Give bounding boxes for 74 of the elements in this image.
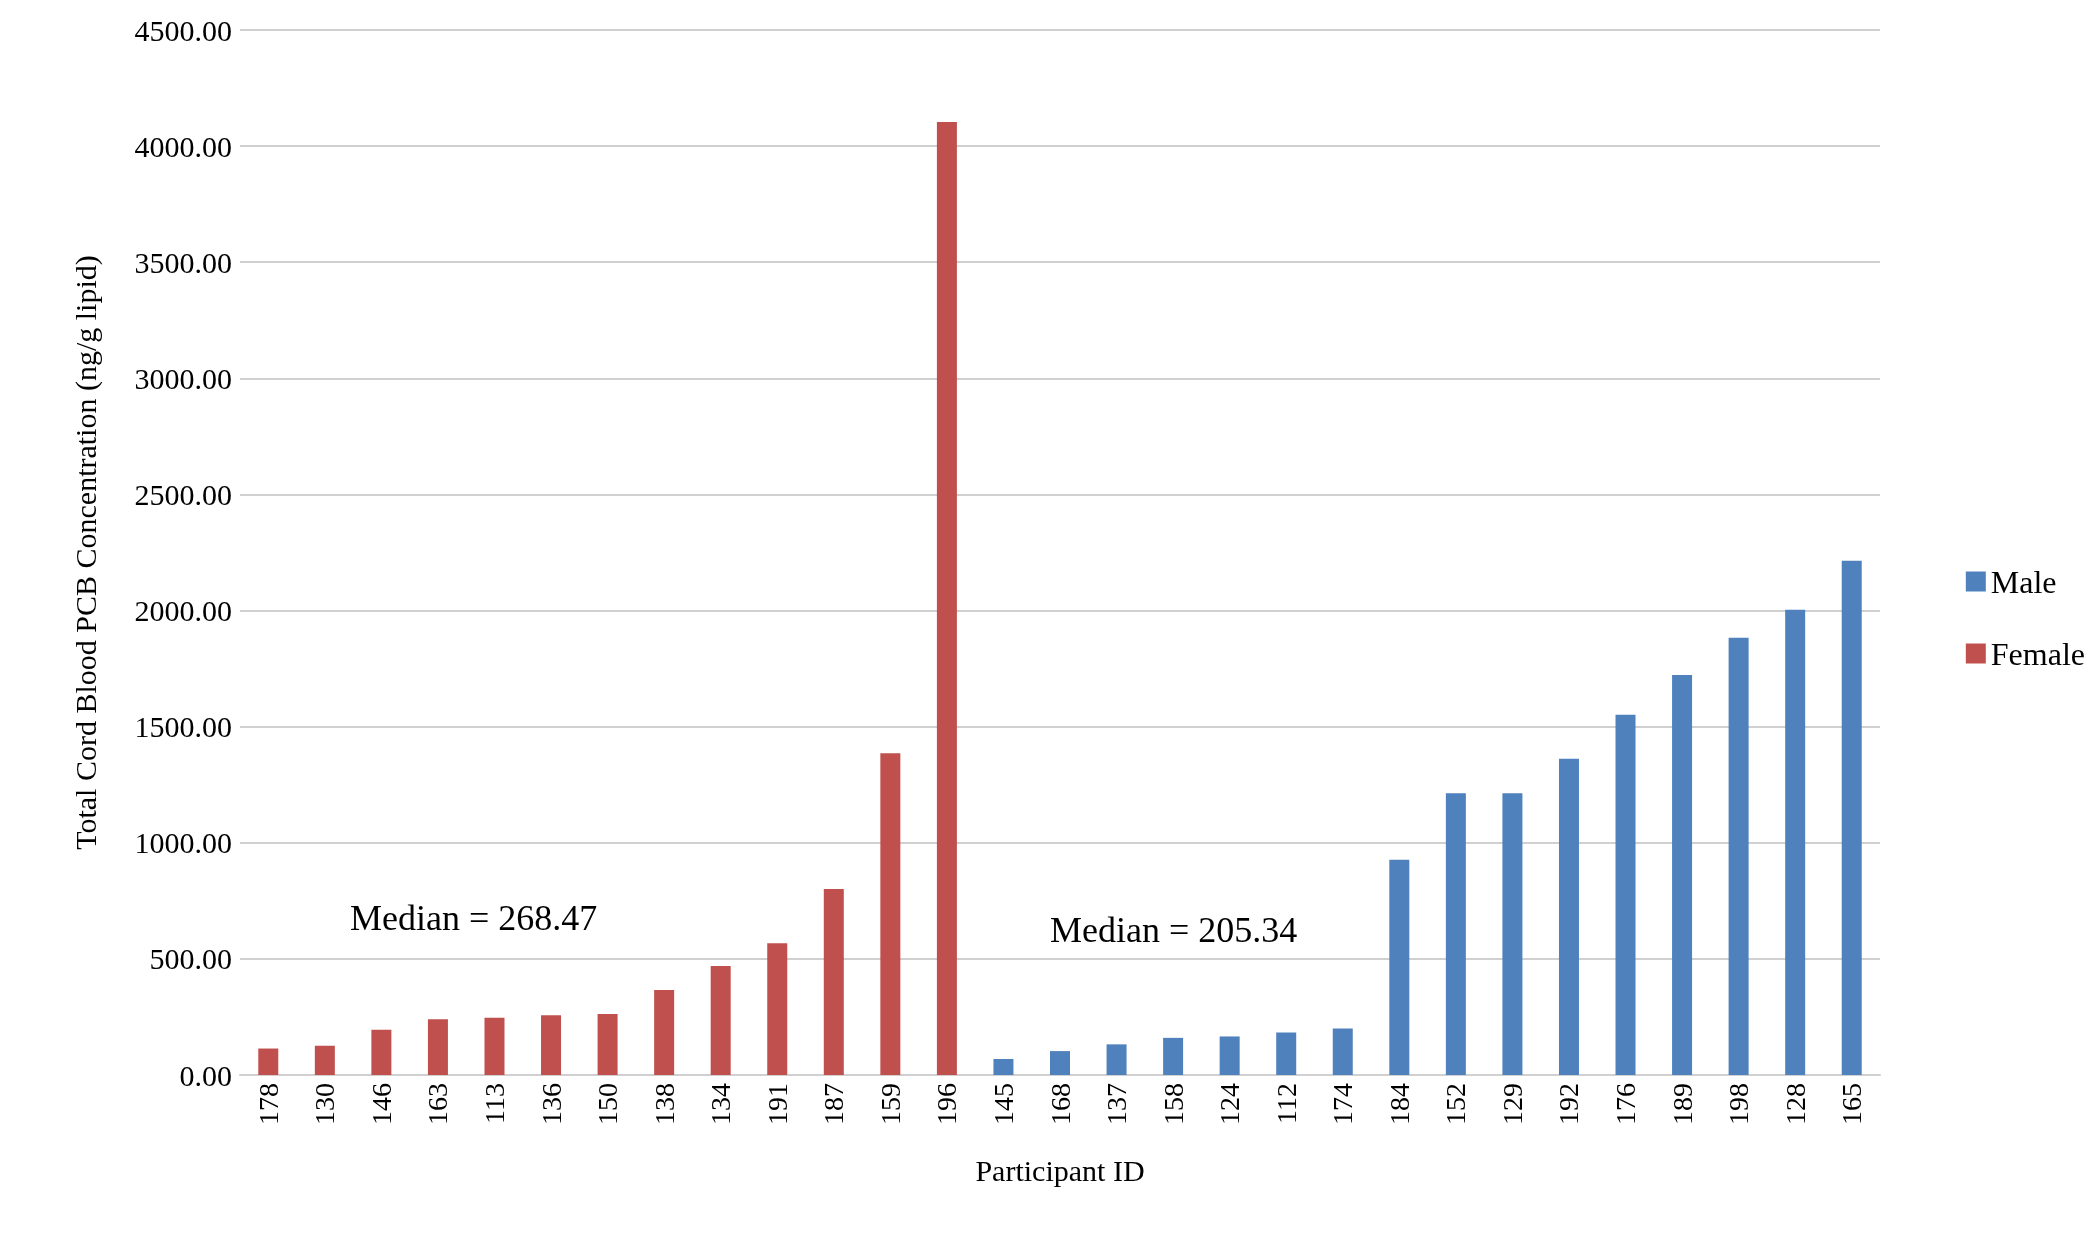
x-tick-label: 138 <box>648 1083 680 1125</box>
bar <box>597 1013 618 1075</box>
bar <box>936 121 957 1075</box>
x-tick-label: 134 <box>705 1083 737 1125</box>
x-tick-label: 113 <box>478 1083 510 1124</box>
x-tick-label: 124 <box>1214 1083 1246 1125</box>
x-tick-label: 152 <box>1440 1083 1472 1125</box>
x-tick-label: 191 <box>761 1083 793 1125</box>
x-tick-label: 128 <box>1779 1083 1811 1125</box>
x-tick-label: 112 <box>1270 1083 1302 1124</box>
bar <box>1276 1032 1297 1075</box>
bar <box>541 1015 562 1075</box>
y-tick-label: 3000.00 <box>134 361 232 395</box>
x-tick-label: 198 <box>1723 1083 1755 1125</box>
bar <box>993 1058 1014 1075</box>
x-tick-label: 178 <box>252 1083 284 1125</box>
y-tick-label: 2000.00 <box>134 594 232 628</box>
y-tick-label: 2500.00 <box>134 477 232 511</box>
x-axis-title: Participant ID <box>975 1153 1145 1187</box>
bar <box>1728 637 1749 1075</box>
bar <box>1106 1044 1127 1075</box>
bar <box>484 1017 505 1075</box>
bar <box>1841 560 1862 1075</box>
x-tick-label: 176 <box>1610 1083 1642 1125</box>
x-tick-label: 130 <box>309 1083 341 1125</box>
bar <box>1615 714 1636 1075</box>
x-tick-label: 136 <box>535 1083 567 1125</box>
x-tick-label: 165 <box>1836 1083 1868 1125</box>
annotation: Median = 205.34 <box>1050 910 1298 950</box>
x-tick-label: 150 <box>592 1083 624 1125</box>
annotation: Median = 268.47 <box>350 898 598 938</box>
x-tick-label: 129 <box>1496 1083 1528 1125</box>
y-tick-label: 500.00 <box>149 942 232 976</box>
y-tick-label: 1500.00 <box>134 710 232 744</box>
legend-label: Male <box>1990 563 2057 600</box>
x-tick-label: 168 <box>1044 1083 1076 1125</box>
x-tick-label: 174 <box>1327 1083 1359 1125</box>
bar <box>258 1048 279 1075</box>
bar <box>314 1045 335 1075</box>
bar <box>654 990 675 1075</box>
bar <box>427 1019 448 1075</box>
x-tick-label: 189 <box>1666 1083 1698 1125</box>
bar <box>1389 859 1410 1075</box>
bar <box>880 753 901 1075</box>
bar <box>1050 1051 1070 1075</box>
x-tick-label: 163 <box>422 1083 454 1125</box>
bar <box>1502 793 1523 1075</box>
bar <box>710 966 731 1075</box>
y-tick-label: 4000.00 <box>134 129 232 163</box>
x-tick-label: 184 <box>1383 1083 1415 1125</box>
y-tick-label: 3500.00 <box>134 245 232 279</box>
bar <box>823 888 844 1075</box>
x-tick-label: 159 <box>874 1083 906 1125</box>
x-tick-label: 192 <box>1553 1083 1585 1125</box>
y-tick-label: 1000.00 <box>134 826 232 860</box>
x-tick-label: 187 <box>818 1083 850 1125</box>
x-tick-label: 137 <box>1101 1083 1133 1125</box>
y-tick-label: 0.00 <box>179 1058 232 1092</box>
y-axis-title: Total Cord Blood PCB Concentration (ng/g lipid) <box>68 255 103 850</box>
x-tick-label: 145 <box>987 1083 1019 1125</box>
bar <box>1332 1028 1353 1075</box>
bar <box>1445 793 1466 1075</box>
x-tick-label: 158 <box>1157 1083 1189 1125</box>
bar <box>1672 674 1693 1075</box>
x-tick-label: 196 <box>931 1083 963 1125</box>
bar <box>371 1029 392 1075</box>
bar <box>1785 609 1806 1075</box>
x-tick-label: 146 <box>365 1083 397 1125</box>
y-tick-label: 4500.00 <box>134 13 232 47</box>
bar <box>767 943 788 1075</box>
bar <box>1558 758 1579 1075</box>
bar <box>1163 1037 1184 1075</box>
legend-label: Female <box>1990 635 2085 672</box>
bar <box>1219 1036 1240 1075</box>
